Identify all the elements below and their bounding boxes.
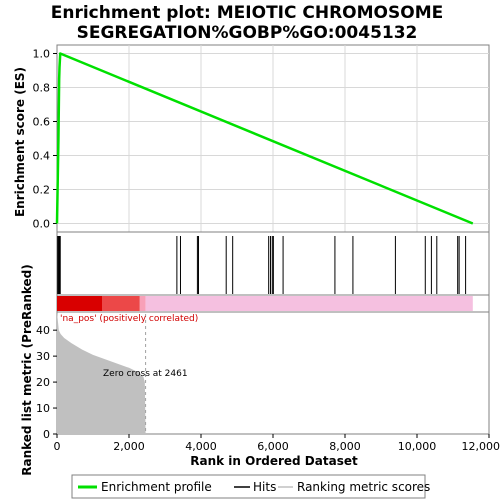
legend-label-enrichment-profile: Enrichment profile [101,480,212,494]
es-y-tick-label: 0.4 [33,150,51,163]
enrichment-profile-line [55,52,474,225]
zero-cross-label: Zero cross at 2461 [103,369,188,379]
es-y-tick-label: 0.8 [33,82,51,95]
ranking-metric-area [57,312,146,434]
heatmap-segment [145,296,473,311]
metric-y-tick-label: 30 [36,350,50,363]
x-axis-ticks: 0 2,000 4,000 6,000 8,000 10,000 12,000 [54,434,500,453]
es-y-axis-title: Enrichment score (ES) [13,67,27,217]
x-tick-label: 8,000 [329,440,361,453]
x-tick-label: 6,000 [257,440,289,453]
metric-y-tick-label: 40 [36,324,50,337]
metric-y-tick-label: 0 [43,428,50,441]
legend-label-hits: Hits [253,480,276,494]
heatmap-segment [57,296,102,311]
x-tick-label: 2,000 [113,440,145,453]
x-tick-label: 10,000 [398,440,437,453]
hits-layer [57,236,467,294]
metric-y-axis-title: Ranked list metric (PreRanked) [20,264,34,476]
chart-title-line-2: SEGREGATION%GOBP%GO:0045132 [77,23,418,43]
heatmap-segment [102,296,140,311]
x-axis-title: Rank in Ordered Dataset [190,454,358,468]
chart-title-line-1: Enrichment plot: MEIOTIC CHROMOSOME [51,3,443,23]
heatmap-segment [139,296,146,311]
metric-y-ticks: 0 10 20 30 40 [36,324,57,441]
es-y-tick-label: 0.0 [33,218,51,231]
metric-y-tick-label: 20 [36,376,50,389]
metric-layer [57,312,147,434]
x-tick-label: 4,000 [185,440,217,453]
es-y-tick-label: 0.6 [33,116,51,129]
positive-correlation-label: 'na_pos' (positively correlated) [60,314,198,324]
x-tick-label: 12,000 [462,440,500,453]
legend-label-ranking-metric: Ranking metric scores [297,480,430,494]
es-y-tick-label: 0.2 [33,184,51,197]
es-y-tick-label: 1.0 [33,48,51,61]
heatmap-layer [57,296,473,311]
metric-y-tick-label: 10 [36,402,50,415]
es-gridlines [57,45,489,232]
es-line-layer [55,52,474,225]
es-y-ticks: 0.0 0.2 0.4 0.6 0.8 1.0 [33,48,57,231]
x-tick-label: 0 [54,440,61,453]
